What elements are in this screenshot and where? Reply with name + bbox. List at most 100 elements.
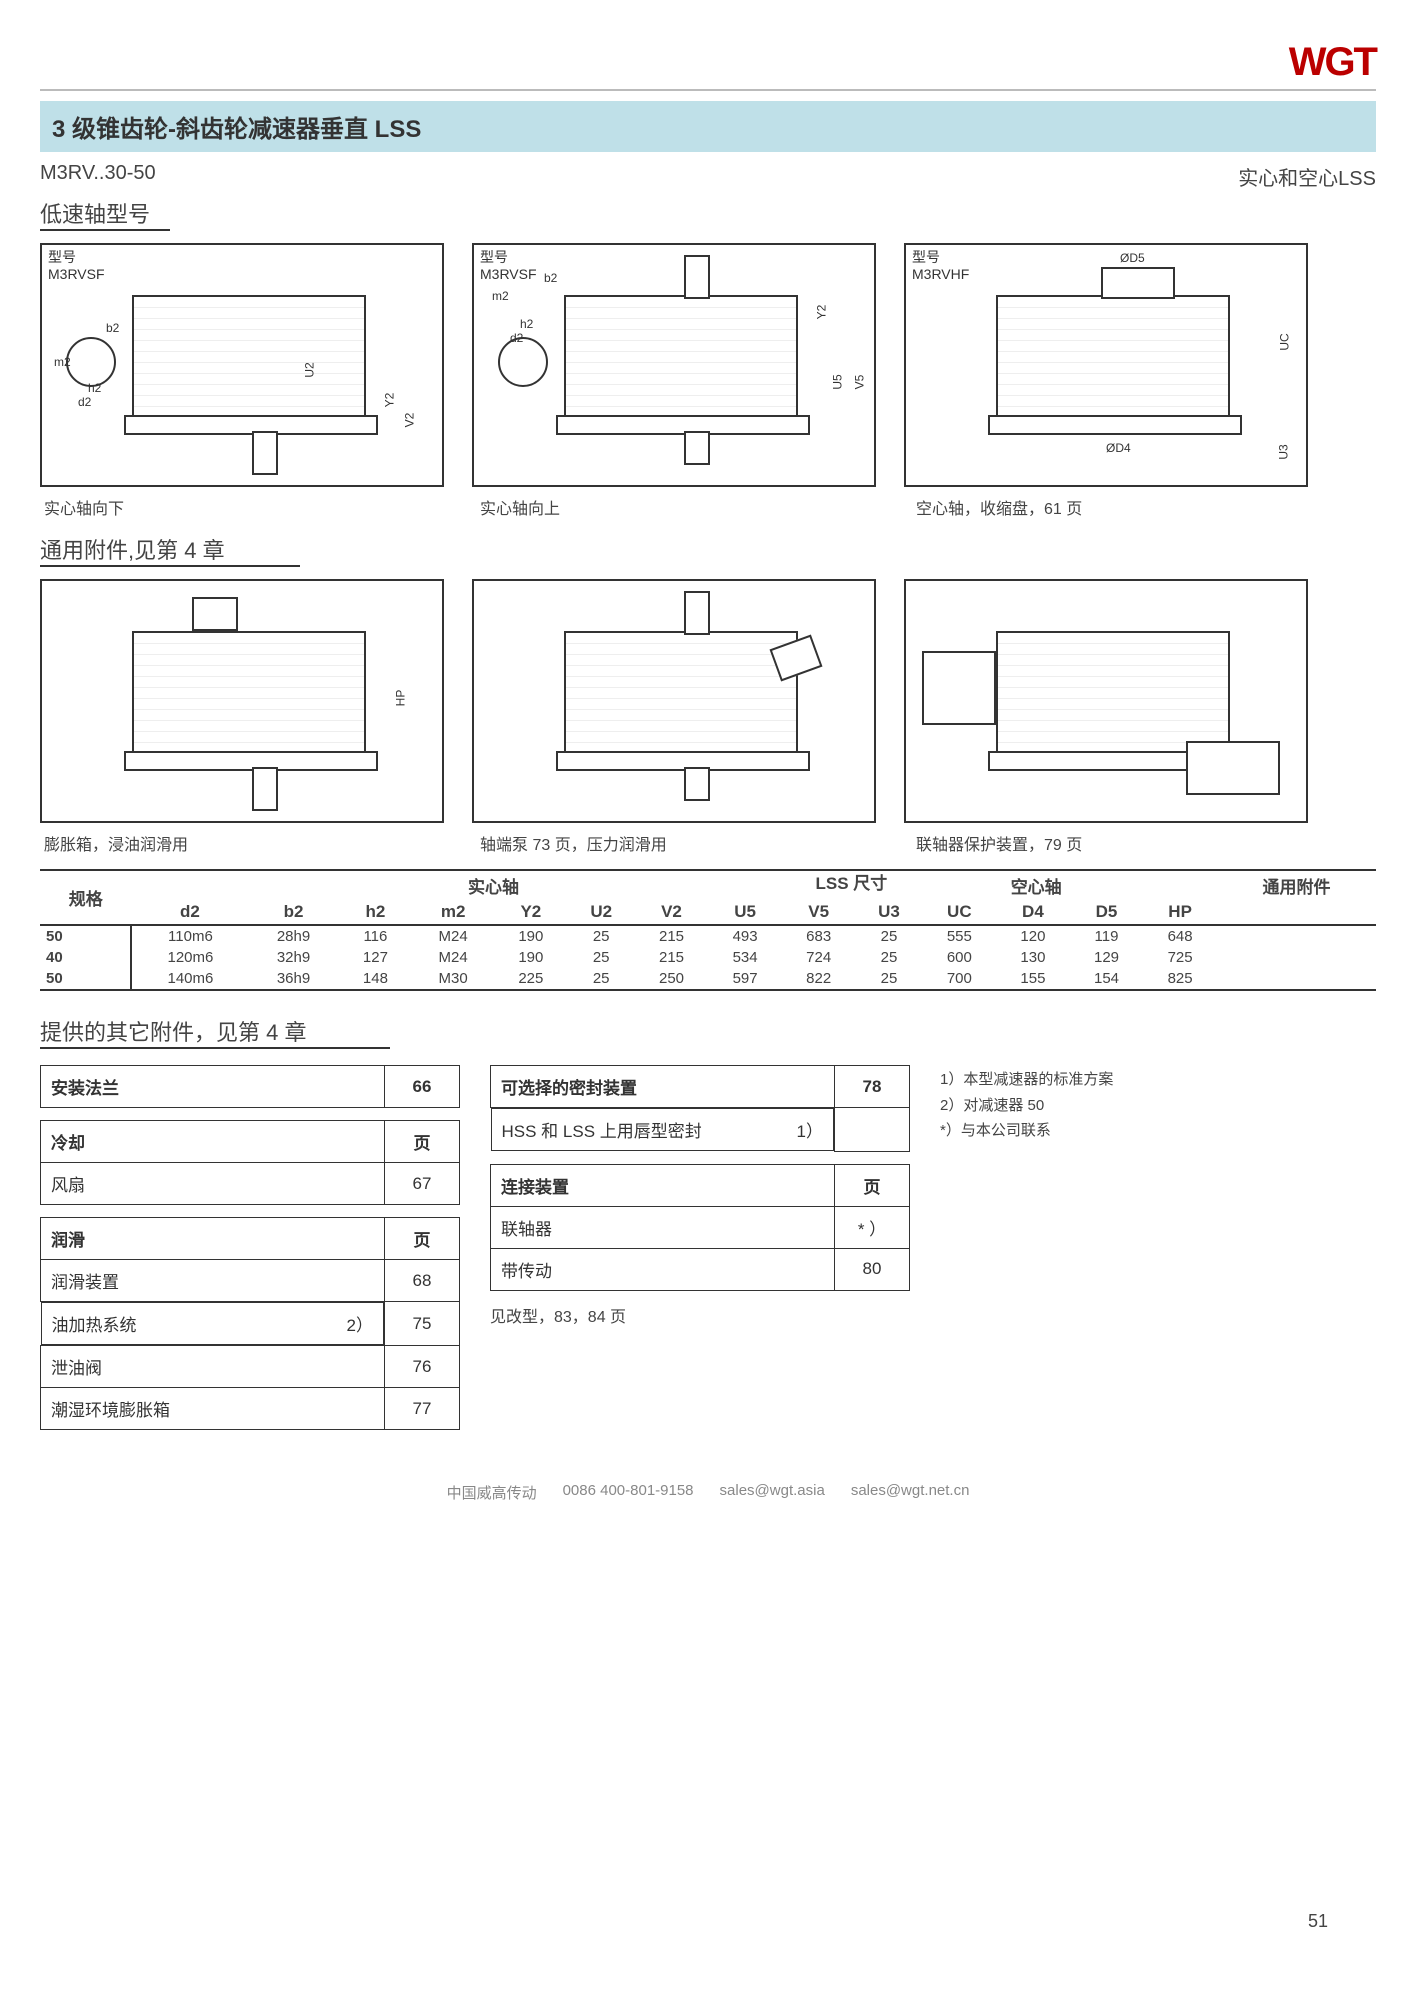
info-table: 润滑页润滑装置68油加热系统2）75泄油阀76潮湿环境膨胀箱77 [40, 1217, 460, 1430]
info-row-label: 带传动 [491, 1248, 835, 1290]
info-row-label: 泄油阀 [41, 1346, 385, 1388]
lss-cell: M24 [412, 947, 494, 968]
lss-cell: 50 [40, 925, 131, 947]
diagram-caption: 实心轴向上 [476, 495, 884, 519]
info-row-page: 77 [385, 1388, 460, 1430]
info-row-page: 80 [835, 1248, 910, 1290]
lss-cell: 25 [568, 925, 635, 947]
dimension-label: U5 [831, 374, 845, 389]
info-row-page: 67 [385, 1163, 460, 1205]
lss-cell: 116 [339, 925, 413, 947]
info-head-page: 66 [385, 1066, 460, 1108]
dimension-label: ØD5 [1120, 251, 1145, 265]
diagram-box: HP [40, 579, 444, 823]
lss-cell: 700 [923, 968, 997, 990]
info-head-label: 润滑 [41, 1218, 385, 1260]
top-rule [40, 89, 1376, 91]
lss-cell: 36h9 [248, 968, 338, 990]
diagram-caption: 联轴器保护装置，79 页 [912, 831, 1320, 855]
side-note: 1）本型减速器的标准方案 [940, 1067, 1220, 1093]
mid-tail-note: 见改型，83，84 页 [490, 1303, 910, 1327]
diagram-type-label: 型号M3RVSF [480, 249, 537, 283]
info-row-label: 油加热系统2） [41, 1302, 385, 1345]
dimension-label: d2 [510, 331, 523, 345]
side-note: *）与本公司联系 [940, 1118, 1220, 1144]
dimension-label: V5 [852, 375, 866, 390]
dimension-label: V2 [402, 413, 416, 428]
diagram-box [904, 579, 1308, 823]
info-head-label: 可选择的密封装置 [491, 1066, 835, 1108]
lss-cell: 119 [1070, 925, 1144, 947]
th-solid: 实心轴 [131, 870, 855, 900]
lss-cell: 25 [855, 947, 922, 968]
lss-cell: 600 [923, 947, 997, 968]
info-head-page: 页 [385, 1218, 460, 1260]
dimension-label: m2 [54, 355, 71, 369]
diagram-box [472, 579, 876, 823]
lss-cell: 25 [568, 947, 635, 968]
diagram-type-label: 型号M3RVHF [912, 249, 969, 283]
lss-cell: M30 [412, 968, 494, 990]
lss-cell: 555 [923, 925, 997, 947]
lss-cell: 127 [339, 947, 413, 968]
lss-cell: 597 [708, 968, 782, 990]
lss-cell: 32h9 [248, 947, 338, 968]
lss-cell: 110m6 [131, 925, 248, 947]
dimension-label: h2 [520, 317, 533, 331]
dimension-label: U3 [1277, 444, 1291, 459]
lss-cell: 825 [1143, 968, 1217, 990]
lss-col-header: V2 [635, 900, 709, 925]
page-footer: 中国威高传动 0086 400-801-9158 sales@wgt.asia … [40, 1482, 1376, 1503]
section3-label: 提供的其它附件，见第 4 章 [40, 1015, 1376, 1047]
dimension-label: b2 [544, 271, 557, 285]
lss-cell: 190 [494, 925, 568, 947]
dimension-label: Y2 [814, 305, 828, 320]
info-row-page: * ） [835, 1206, 910, 1248]
dimension-label: UC [1278, 333, 1292, 350]
section1-underline [40, 229, 170, 231]
info-row-page: 75 [385, 1302, 460, 1346]
info-row-page: 68 [385, 1260, 460, 1302]
info-table: 连接装置页联轴器* ）带传动80 [490, 1164, 910, 1291]
lss-cell: 155 [996, 968, 1070, 990]
diagram-caption: 轴端泵 73 页，压力润滑用 [476, 831, 884, 855]
dimension-label: Y2 [382, 393, 396, 408]
dimension-label: HP [393, 690, 407, 707]
info-row-label: 联轴器 [491, 1206, 835, 1248]
dimension-label: b2 [106, 321, 119, 335]
lss-cell: 154 [1070, 968, 1144, 990]
diagram-caption: 膨胀箱，浸油润滑用 [40, 831, 448, 855]
lss-cell: 724 [782, 947, 856, 968]
info-table: 冷却页风扇67 [40, 1120, 460, 1205]
lss-cell: 50 [40, 968, 131, 990]
lss-cell: 148 [339, 968, 413, 990]
section1-label: 低速轴型号 [40, 197, 1376, 229]
brand-logo: WGT [40, 40, 1376, 85]
info-row-page: 76 [385, 1346, 460, 1388]
lss-col-header: D4 [996, 900, 1070, 925]
lss-cell: 129 [1070, 947, 1144, 968]
lss-cell: 25 [855, 925, 922, 947]
lss-col-header: U2 [568, 900, 635, 925]
lss-col-header: d2 [131, 900, 248, 925]
lss-col-header: m2 [412, 900, 494, 925]
info-head-page: 78 [835, 1066, 910, 1108]
dimension-label: ØD4 [1106, 441, 1131, 455]
diagram-box: 型号M3RVSFb2m2h2d2U2Y2V2 [40, 243, 444, 487]
footer-phone: 0086 400-801-9158 [563, 1482, 694, 1503]
side-note: 2）对减速器 50 [940, 1093, 1220, 1119]
page-title: 3 级锥齿轮-斜齿轮减速器垂直 LSS [40, 101, 1376, 152]
info-row-label: HSS 和 LSS 上用唇型密封1） [491, 1108, 835, 1151]
info-head-page: 页 [385, 1121, 460, 1163]
lss-cell: 40 [40, 947, 131, 968]
th-spec: 规格 [40, 870, 131, 925]
lss-cell: 25 [568, 968, 635, 990]
section2-label: 通用附件,见第 4 章 [40, 533, 1376, 565]
lss-cell: 120 [996, 925, 1070, 947]
info-row-page [835, 1108, 910, 1152]
info-head-label: 安装法兰 [41, 1066, 385, 1108]
lss-cell: 130 [996, 947, 1070, 968]
lss-cell: M24 [412, 925, 494, 947]
lss-dimensions-table: 规格 实心轴 LSS 尺寸 空心轴 通用附件 d2b2h2m2Y2U2V2U5V… [40, 869, 1376, 991]
th-hollow: 空心轴 [1011, 878, 1062, 897]
